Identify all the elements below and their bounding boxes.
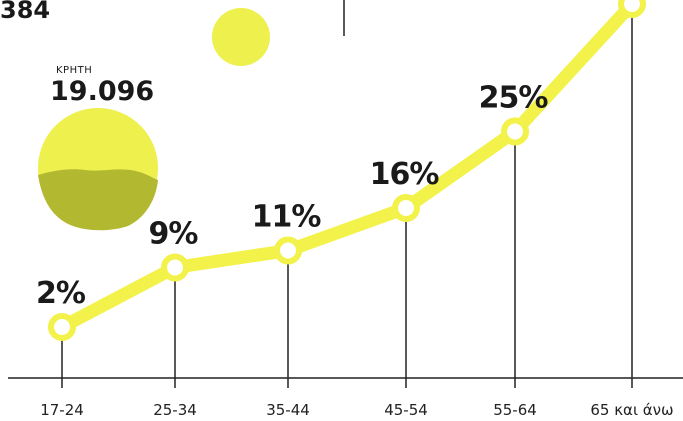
data-point (161, 253, 189, 282)
data-point (274, 236, 302, 265)
data-point (501, 117, 529, 146)
data-label: 11% (252, 200, 322, 235)
data-point (392, 194, 420, 222)
data-label: 16% (370, 157, 440, 192)
region-value: 19.096 (50, 76, 155, 107)
data-label: 25% (479, 81, 549, 116)
data-point (48, 313, 76, 341)
x-tick-label: 17-24 (40, 401, 84, 419)
region-map-icon (38, 108, 158, 231)
x-tick-label: 65 και άνω (590, 401, 673, 419)
x-tick-label: 45-54 (384, 401, 428, 419)
data-point (618, 0, 646, 18)
fragment-number: 384 (0, 0, 51, 24)
data-label: 9% (149, 217, 199, 252)
data-label: 2% (36, 276, 86, 311)
x-tick-label: 35-44 (266, 401, 310, 419)
series-line (55, 0, 639, 334)
x-tick-label: 55-64 (493, 401, 537, 419)
x-tick-label: 25-34 (153, 401, 197, 419)
region-name: ΚΡΗΤΗ (56, 65, 93, 76)
small-region-circle (212, 8, 270, 66)
